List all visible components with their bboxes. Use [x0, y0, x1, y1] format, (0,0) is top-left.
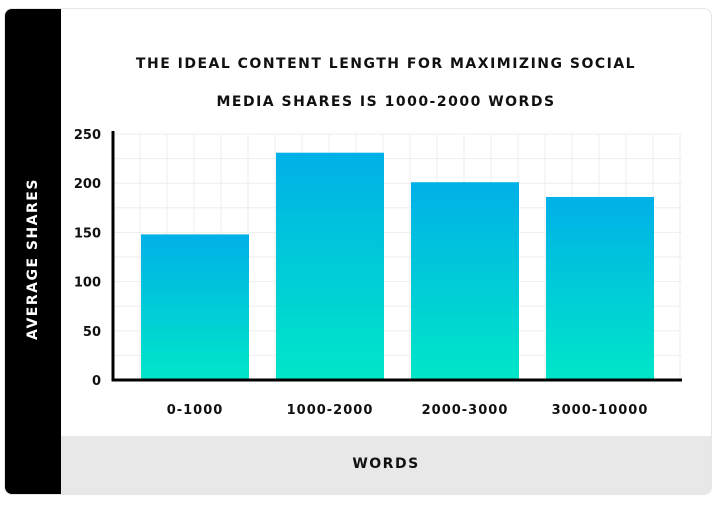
bar-2000-3000 [411, 182, 519, 380]
x-tick-label: 0-1000 [167, 403, 224, 418]
y-tick-label: 100 [74, 276, 101, 291]
y-tick-label: 0 [92, 374, 101, 389]
bar-1000-2000 [276, 152, 384, 380]
y-tick-label: 150 [74, 226, 101, 241]
y-tick-label: 50 [83, 325, 101, 340]
bar-0-1000 [141, 234, 249, 380]
x-tick-label: 2000-3000 [422, 403, 509, 418]
chart-title-line-1: THE IDEAL CONTENT LENGTH FOR MAXIMIZING … [135, 56, 637, 72]
y-tick-label: 250 [74, 128, 101, 143]
x-tick-label: 1000-2000 [287, 403, 374, 418]
y-tick-label: 200 [74, 177, 101, 192]
x-axis-band: WORDS [61, 436, 711, 494]
x-tick-label: 3000-10000 [552, 403, 649, 418]
bar-3000-10000 [546, 196, 654, 380]
x-axis-label: WORDS [352, 456, 420, 472]
chart-title: THE IDEAL CONTENT LENGTH FOR MAXIMIZING … [61, 45, 711, 121]
chart-title-line-2: MEDIA SHARES IS 1000-2000 WORDS [216, 94, 556, 110]
y-axis-band: AVERAGE SHARES [5, 9, 61, 494]
